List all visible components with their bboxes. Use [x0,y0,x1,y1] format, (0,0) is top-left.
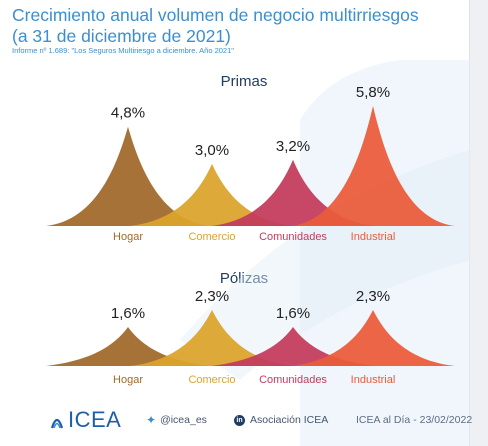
value-label-comercio: 2,3% [195,288,229,305]
linkedin-icon: in [234,414,245,426]
value-label-comercio: 3,0% [195,142,229,159]
category-label-comunidades: Comunidades [259,231,327,243]
peak-hogar [46,327,210,366]
twitter-handle-text: @icea_es [160,414,207,426]
peak-comercio [130,310,294,366]
category-label-hogar: Hogar [113,374,143,386]
primas-chart: 4,8% Hogar 3,0% Comercio 3,2% Comunidades 5,8%… [46,84,455,243]
category-label-comercio: Comercio [188,374,235,386]
peak-comercio [130,163,294,226]
category-label-hogar: Hogar [113,231,143,243]
value-label-hogar: 1,6% [111,305,145,322]
icea-logo-icon [50,418,64,429]
value-label-comunidades: 3,2% [276,138,310,155]
category-label-comunidades: Comunidades [259,374,327,386]
peak-industrial [291,106,455,226]
peak-comunidades [211,159,375,226]
linkedin-link[interactable]: in Asociación ICEA [234,408,328,432]
linkedin-text: Asociación ICEA [250,414,329,426]
value-label-industrial: 5,8% [356,84,390,101]
twitter-handle[interactable]: ✦ @icea_es [146,408,207,432]
category-label-industrial: Industrial [351,231,396,243]
peak-comunidades [211,327,375,366]
peak-industrial [291,310,455,366]
title-line-2: (a 31 de diciembre de 2021) [12,26,231,46]
icea-logo[interactable]: ICEA [50,407,122,432]
value-label-industrial: 2,3% [356,288,390,305]
twitter-icon: ✦ [146,413,157,427]
polizas-chart: 1,6% Hogar 2,3% Comercio 1,6% Comunidades 2,3%… [46,288,455,386]
category-label-industrial: Industrial [351,374,396,386]
publication-date: ICEA al Día - 23/02/2022 [356,414,473,426]
category-label-comercio: Comercio [188,231,235,243]
title-line-1: Crecimiento anual volumen de negocio mul… [12,5,419,25]
value-label-comunidades: 1,6% [276,305,310,322]
report-reference: Informe nº 1.689: "Los Seguros Multiries… [12,46,234,55]
chart-title: Crecimiento anual volumen de negocio mul… [12,5,419,47]
polizas-section-title: Pólizas [219,270,269,287]
peak-hogar [46,126,210,226]
primas-section-title: Primas [220,73,268,90]
background-decoration [180,60,470,446]
icea-logo-text: ICEA [68,407,122,432]
value-label-hogar: 4,8% [111,105,145,122]
